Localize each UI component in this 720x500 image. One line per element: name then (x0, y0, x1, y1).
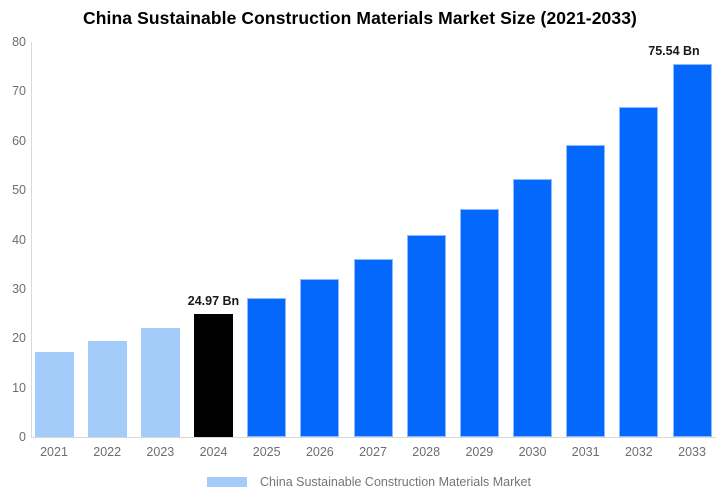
bar-2028 (406, 235, 446, 437)
y-tick-label: 0 (19, 430, 26, 444)
data-label-2024: 24.97 Bn (187, 293, 240, 308)
x-tick-label: 2029 (465, 445, 494, 459)
bar-2022 (87, 340, 127, 437)
y-tick-label: 50 (12, 183, 26, 198)
y-tick-label: 40 (12, 232, 26, 247)
x-tick-label: 2033 (678, 445, 706, 459)
bar-2025 (247, 297, 287, 437)
x-tick-label: 2024 (199, 445, 228, 459)
data-label-2033: 75.54 Bn (648, 44, 700, 59)
y-tick-label: 80 (12, 35, 26, 49)
bar-2027 (353, 258, 393, 437)
x-tick-label: 2028 (412, 445, 441, 459)
x-tick-label: 2031 (571, 445, 600, 459)
bar-2024 (194, 313, 233, 437)
y-axis-line (31, 42, 32, 437)
bar-2023 (140, 327, 180, 437)
bar-2030 (513, 179, 553, 437)
chart-title: China Sustainable Construction Materials… (83, 8, 637, 28)
x-tick-label: 2025 (252, 445, 281, 459)
y-tick-label: 20 (12, 331, 26, 346)
bar-2031 (566, 145, 606, 437)
legend-label: China Sustainable Construction Materials… (260, 475, 531, 489)
bar-2026 (300, 279, 340, 437)
bar-2033 (672, 64, 712, 437)
x-tick-label: 2026 (305, 445, 334, 459)
x-tick-label: 2030 (518, 445, 547, 459)
x-tick-label: 2021 (40, 445, 68, 459)
x-tick-label: 2032 (624, 445, 653, 459)
legend: China Sustainable Construction Materials… (207, 474, 531, 490)
x-tick-label: 2023 (146, 445, 175, 459)
y-tick-label: 30 (12, 281, 26, 296)
y-tick-label: 70 (12, 84, 26, 99)
x-tick-label: 2027 (359, 445, 387, 459)
legend-swatch-icon (207, 477, 247, 487)
bar-2021 (34, 351, 74, 437)
bar-2032 (619, 107, 659, 437)
x-tick-label: 2022 (93, 445, 122, 459)
y-tick-label: 60 (12, 133, 26, 148)
y-tick-label: 10 (12, 380, 26, 395)
x-axis-line (31, 437, 716, 438)
bar-2029 (459, 208, 499, 437)
